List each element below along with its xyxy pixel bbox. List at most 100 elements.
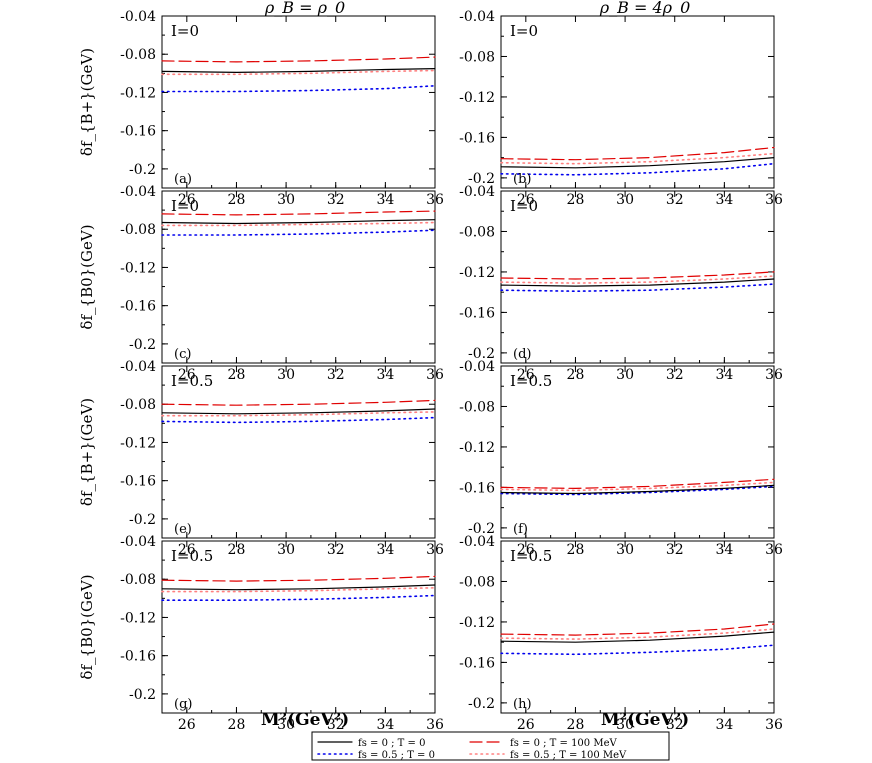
y-tick-label: -0.08 (459, 399, 495, 415)
y-tick-label: -0.16 (120, 474, 156, 490)
panel-f: -0.04-0.08-0.12-0.16-0.226 28 30 32 34 36I=0.… (459, 359, 783, 558)
plot-frame (500, 190, 775, 364)
y-tick-label: -0.04 (120, 534, 156, 550)
y-tick-label: -0.16 (459, 480, 495, 496)
series-line (500, 485, 775, 496)
x-tick-label: 26 (178, 367, 196, 383)
y-tick-label: -0.12 (120, 260, 156, 276)
series-line (500, 478, 775, 490)
plot-frame (500, 540, 775, 714)
y-tick-label: -0.12 (459, 440, 495, 456)
series-line (500, 623, 775, 636)
legend-label: fs = 0 ; T = 100 MeV (510, 738, 617, 749)
series-line (161, 219, 436, 225)
series-line (500, 481, 775, 492)
y-tick-label: -0.08 (120, 222, 156, 238)
panel-annotation: I=0 (171, 197, 199, 215)
y-tick-label: -0.12 (459, 265, 495, 281)
x-tick-label: 32 (327, 192, 345, 208)
panel-g: -0.04 -0.08 -0.12 -0.16 -0.2 26 28 30 32 34 36 I=0.… (120, 534, 444, 733)
x-tick-label: 34 (376, 367, 394, 383)
x-tick-label: 30 (616, 192, 634, 208)
y-tick-label: -0.08 (459, 574, 495, 590)
x-tick-label: 26 (178, 717, 196, 733)
y-tick-label: -0.16 (459, 305, 495, 321)
panel-annotation: I=0.5 (171, 372, 213, 390)
y-tick-label: -0.2 (468, 346, 495, 362)
series-line (500, 628, 775, 640)
panel-label: (g) (174, 697, 192, 712)
panel-e: -0.04-0.08-0.12-0.16-0.226 28 30 32 34 36I=0.… (120, 359, 444, 558)
y-tick-label: -0.12 (459, 615, 495, 631)
legend-label: fs = 0.5 ; T = 100 MeV (510, 750, 627, 761)
x-tick-label: 32 (666, 717, 684, 733)
x-tick-label: 26 (517, 717, 535, 733)
plot-frame (500, 365, 775, 539)
x-tick-label: 30 (277, 542, 295, 558)
panel-h: -0.04 -0.08 -0.12 -0.16 -0.2 26 28 30 32 34 36 I=0.… (459, 534, 783, 733)
y-tick-label: -0.08 (120, 47, 156, 63)
column-title-right: ρ_B = 4ρ_0 (599, 0, 691, 17)
series-line (500, 278, 775, 287)
series-line (500, 631, 775, 643)
panel-d: -0.04-0.08-0.12-0.16-0.226 28 30 32 34 36I=0(… (459, 184, 783, 383)
y-tick-label: -0.12 (120, 435, 156, 451)
series-line (500, 152, 775, 165)
x-tick-label: 34 (376, 192, 394, 208)
y-tick-label: -0.04 (459, 359, 495, 375)
plot-frame (161, 540, 436, 714)
y-tick-label: -0.04 (459, 534, 495, 550)
x-tick-label: 26 (517, 192, 535, 208)
panel-label: (e) (174, 522, 192, 537)
series-line (161, 85, 436, 93)
x-tick-label: 30 (616, 542, 634, 558)
series-line (500, 484, 775, 495)
x-tick-label: 26 (517, 542, 535, 558)
x-tick-label: 36 (765, 717, 783, 733)
plot-frame (500, 15, 775, 189)
series-line (161, 229, 436, 236)
y-tick-label: -0.04 (459, 184, 495, 200)
y-tick-label: -0.16 (120, 299, 156, 315)
y-tick-label: -0.16 (120, 649, 156, 665)
panel-label: (d) (513, 347, 531, 362)
x-tick-label: 28 (567, 542, 585, 558)
x-tick-label: 28 (567, 367, 585, 383)
x-tick-label: 28 (567, 192, 585, 208)
series-line (161, 586, 436, 593)
panel-label: (c) (174, 347, 191, 362)
panel-c: -0.04-0.08-0.12-0.16-0.226 28 30 32 34 36I=0(… (120, 184, 444, 383)
series-line (161, 67, 436, 74)
x-tick-label: 32 (666, 367, 684, 383)
x-tick-label: 34 (715, 192, 733, 208)
y-tick-label: -0.16 (459, 130, 495, 146)
y-tick-label: -0.2 (468, 696, 495, 712)
x-tick-label: 30 (277, 717, 295, 733)
plot-frame (161, 15, 436, 189)
x-tick-label: 30 (616, 367, 634, 383)
x-tick-label: 36 (426, 717, 444, 733)
legend-label: fs = 0.5 ; T = 0 (358, 750, 435, 761)
y-tick-label: -0.2 (129, 687, 156, 703)
y-tick-label: -0.16 (120, 124, 156, 140)
panel-a: -0.04-0.08-0.12-0.16-0.226 28 30 32 34 36I=0(… (120, 9, 444, 208)
x-tick-label: 28 (567, 717, 585, 733)
y-axis-label: δf_{B+}(GeV) (78, 398, 96, 506)
panel-label: (f) (513, 522, 528, 537)
series-line (161, 56, 436, 63)
panel-annotation: I=0 (510, 197, 538, 215)
x-tick-label: 26 (178, 542, 196, 558)
series-line (500, 146, 775, 161)
x-tick-label: 28 (228, 717, 246, 733)
plot-frame (161, 190, 436, 364)
x-tick-label: 30 (277, 367, 295, 383)
y-tick-label: -0.08 (459, 49, 495, 65)
column-title-left: ρ_B = ρ_0 (264, 0, 345, 17)
x-axis-label-left: M²(GeV²) (261, 710, 349, 730)
x-tick-label: 28 (228, 192, 246, 208)
y-tick-label: -0.2 (468, 521, 495, 537)
legend-box (311, 731, 670, 761)
y-tick-label: -0.2 (129, 337, 156, 353)
